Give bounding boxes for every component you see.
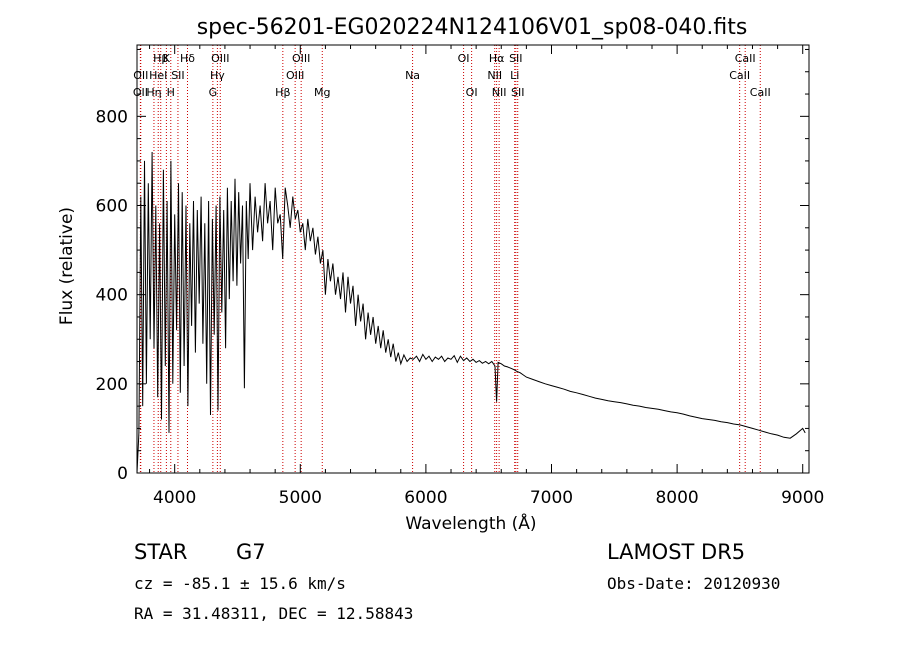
object-subclass: G7 [236, 540, 266, 564]
axis-ticks [137, 45, 809, 474]
line-label-12: Hβ [275, 86, 290, 99]
line-label-20: Hα [489, 52, 505, 65]
line-label-22: Li [510, 69, 519, 82]
object-class: STAR [134, 540, 188, 564]
y-tick-labels: 0 200 400 600 800 [96, 107, 128, 484]
line-label-13: OIII [286, 69, 304, 82]
x-tick-label-4: 8000 [655, 488, 698, 508]
line-label-24: SII [511, 86, 524, 99]
line-label-23: SII [509, 52, 522, 65]
spectrum-series-line [136, 151, 806, 474]
y-tick-label-0: 0 [117, 464, 128, 484]
line-label-3: HeI [149, 69, 167, 82]
line-label-7: SII [171, 69, 184, 82]
x-tick-label-3: 7000 [530, 488, 573, 508]
y-tick-label-2: 400 [96, 286, 128, 306]
redshift-velocity: cz = -85.1 ± 15.6 km/s [134, 574, 346, 593]
emission-line-labels: OIIOIIHηHeIHβKHSIIHδGHγOIIIHβOIIIOIIIMgN… [133, 52, 771, 99]
line-label-26: CaII [735, 52, 756, 65]
line-label-19: NII [487, 69, 502, 82]
y-tick-label-4: 800 [96, 107, 128, 127]
line-label-10: Hγ [210, 69, 225, 82]
survey-name: LAMOST DR5 [607, 540, 746, 564]
y-axis-label: Flux (relative) [57, 207, 77, 325]
line-label-16: Na [405, 69, 420, 82]
line-label-2: Hη [146, 86, 161, 99]
line-label-27: CaII [750, 86, 771, 99]
line-label-14: OIII [292, 52, 310, 65]
x-tick-label-0: 4000 [153, 488, 196, 508]
observation-date: Obs-Date: 20120930 [607, 574, 781, 593]
line-label-18: OI [466, 86, 478, 99]
line-label-9: G [209, 86, 218, 99]
line-label-1: OII [133, 69, 148, 82]
line-label-6: H [167, 86, 175, 99]
line-label-8: Hδ [180, 52, 195, 65]
chart-title: spec-56201-EG020224N124106V01_sp08-040.f… [197, 15, 748, 40]
line-label-21: NII [492, 86, 507, 99]
line-label-5: K [163, 52, 171, 65]
y-tick-label-3: 600 [96, 197, 128, 217]
line-label-11: OIII [211, 52, 229, 65]
y-tick-label-1: 200 [96, 375, 128, 395]
x-tick-label-1: 5000 [279, 488, 322, 508]
line-label-15: Mg [314, 86, 330, 99]
line-label-4: Hβ [153, 52, 168, 65]
line-label-17: OI [458, 52, 470, 65]
sky-coordinates: RA = 31.48311, DEC = 12.58843 [134, 604, 414, 623]
x-axis-label: Wavelength (Å) [405, 512, 536, 534]
plot-frame [136, 44, 810, 474]
x-tick-label-2: 6000 [404, 488, 447, 508]
line-label-25: CaII [729, 69, 750, 82]
x-tick-label-5: 9000 [781, 488, 824, 508]
x-tick-labels: 4000 5000 6000 7000 8000 9000 [153, 488, 824, 508]
